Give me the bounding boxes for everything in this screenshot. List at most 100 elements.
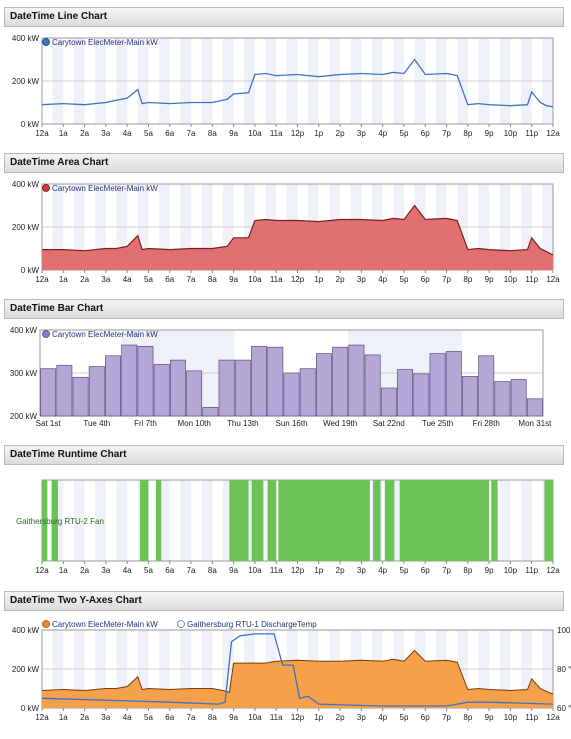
x-tick-label: Tue 4th <box>83 419 110 428</box>
legend-marker <box>177 620 185 628</box>
x-tick-label: 2p <box>336 129 345 138</box>
y-tick-label: 200 kW <box>12 77 40 86</box>
x-tick-label: 11a <box>270 713 283 722</box>
series-line <box>41 58 554 108</box>
runtime-series-label: Gaithersburg RTU-2 Fan <box>16 517 104 526</box>
x-tick-label: Sun 16th <box>275 419 307 428</box>
x-tick-label: 1a <box>59 275 68 284</box>
x-tick-label: 2p <box>336 275 345 284</box>
x-tick-label: 6a <box>165 129 174 138</box>
x-tick-label: 11p <box>525 129 538 138</box>
y-tick-label: 300 kW <box>10 369 38 378</box>
x-tick-label: 7p <box>442 275 451 284</box>
x-tick-label: Sat 22nd <box>373 419 405 428</box>
x-tick-label: 10p <box>504 275 518 284</box>
y-tick-label: 400 kW <box>12 34 40 43</box>
x-tick-label: 11a <box>270 566 283 575</box>
x-tick-label: 4a <box>123 566 132 575</box>
series-area <box>42 650 553 708</box>
x-tick-label: 12p <box>291 275 305 284</box>
y2-tick-label: 100 °F <box>557 626 571 635</box>
legend-marker <box>42 184 50 192</box>
bar-chart-header: DateTime Bar Chart <box>4 299 564 319</box>
x-tick-label: 3a <box>101 566 110 575</box>
x-tick-label: 12p <box>291 713 305 722</box>
x-tick-label: 10a <box>248 713 262 722</box>
legend-marker <box>42 38 50 46</box>
x-tick-label: 10p <box>504 129 518 138</box>
x-tick-label: 7p <box>442 129 451 138</box>
x-tick-label: 7a <box>187 129 196 138</box>
runtime-segment <box>251 480 264 561</box>
x-tick-label: 2p <box>336 713 345 722</box>
bar <box>267 346 284 417</box>
bar <box>494 381 511 417</box>
bar <box>315 353 332 417</box>
runtime-chart: 12a 1a 2a 3a 4a 5a 6a 7a 8a 9a 10a 11a 12p 1p 2p 3p 4p 5p… <box>16 479 560 575</box>
bar <box>137 345 154 417</box>
runtime-segment <box>278 480 370 561</box>
x-tick-label: 8a <box>208 275 217 284</box>
x-tick-label: 12p <box>291 129 305 138</box>
y-tick-label: 400 kW <box>12 626 40 635</box>
y-tick-label: 400 kW <box>10 326 38 335</box>
x-tick-label: 12p <box>291 566 305 575</box>
x-tick-label: 5p <box>400 275 409 284</box>
x-tick-label: 10a <box>248 275 262 284</box>
x-tick-label: Sat 1st <box>36 419 62 428</box>
x-tick-label: 12a <box>546 129 560 138</box>
x-tick-label: 9p <box>485 129 494 138</box>
x-tick-label: 2a <box>80 129 89 138</box>
x-tick-label: 1a <box>59 713 68 722</box>
time-band <box>180 480 192 561</box>
y2-tick-label: 80 °F <box>557 665 571 674</box>
bar <box>348 344 365 417</box>
x-tick-label: 5p <box>400 566 409 575</box>
series-line-secondary <box>41 633 554 707</box>
bar <box>105 355 121 417</box>
bar <box>218 359 235 417</box>
x-tick-label: 9a <box>229 275 238 284</box>
bar <box>462 376 478 417</box>
x-tick-label: 10a <box>248 129 262 138</box>
x-tick-label: 3a <box>101 129 110 138</box>
x-tick-label: 12a <box>546 713 560 722</box>
y-tick-label: 0 kW <box>21 120 40 129</box>
y-tick-label: 200 kW <box>12 665 40 674</box>
x-tick-label: 4p <box>378 275 387 284</box>
x-tick-label: 5p <box>400 129 409 138</box>
time-band <box>521 480 532 561</box>
x-tick-label: 3p <box>357 275 366 284</box>
x-tick-label: 10p <box>504 566 518 575</box>
bar <box>445 351 462 417</box>
x-tick-label: 7p <box>442 713 451 722</box>
x-tick-label: 1a <box>59 129 68 138</box>
bar <box>234 359 251 417</box>
bar <box>299 368 316 417</box>
x-tick-label: 3p <box>357 713 366 722</box>
x-tick-label: 4a <box>123 129 132 138</box>
time-band <box>159 480 170 561</box>
x-tick-label: 12a <box>35 129 49 138</box>
x-tick-label: 7p <box>442 566 451 575</box>
x-tick-label: Mon 10th <box>177 419 210 428</box>
x-tick-label: 9p <box>485 713 494 722</box>
x-tick-label: 2a <box>80 566 89 575</box>
series-area <box>42 205 553 270</box>
x-tick-label: 1p <box>314 275 323 284</box>
x-tick-label: 9a <box>229 129 238 138</box>
x-tick-label: 1p <box>314 566 323 575</box>
x-tick-label: 12a <box>546 275 560 284</box>
x-tick-label: Mon 31st <box>518 419 552 428</box>
bar <box>72 376 89 417</box>
runtime-segment <box>384 480 395 561</box>
x-tick-label: 4a <box>123 713 132 722</box>
x-tick-label: 8a <box>208 713 217 722</box>
x-tick-label: 12a <box>35 275 49 284</box>
x-tick-label: 10a <box>248 566 262 575</box>
x-tick-label: 10p <box>504 713 518 722</box>
area-chart-header: DateTime Area Chart <box>4 153 564 173</box>
x-tick-label: 2p <box>336 566 345 575</box>
x-tick-label: 6a <box>165 275 174 284</box>
bar <box>121 344 138 417</box>
